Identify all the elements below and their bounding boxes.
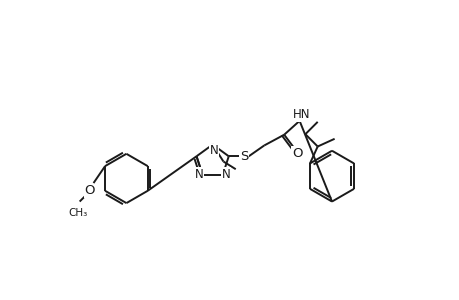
Text: CH₃: CH₃: [68, 208, 88, 218]
Text: N: N: [222, 168, 230, 181]
Text: O: O: [291, 147, 302, 160]
Text: HN: HN: [292, 108, 309, 121]
Text: O: O: [84, 184, 95, 197]
Text: S: S: [240, 150, 248, 163]
Text: N: N: [209, 144, 218, 157]
Text: N: N: [194, 168, 203, 181]
